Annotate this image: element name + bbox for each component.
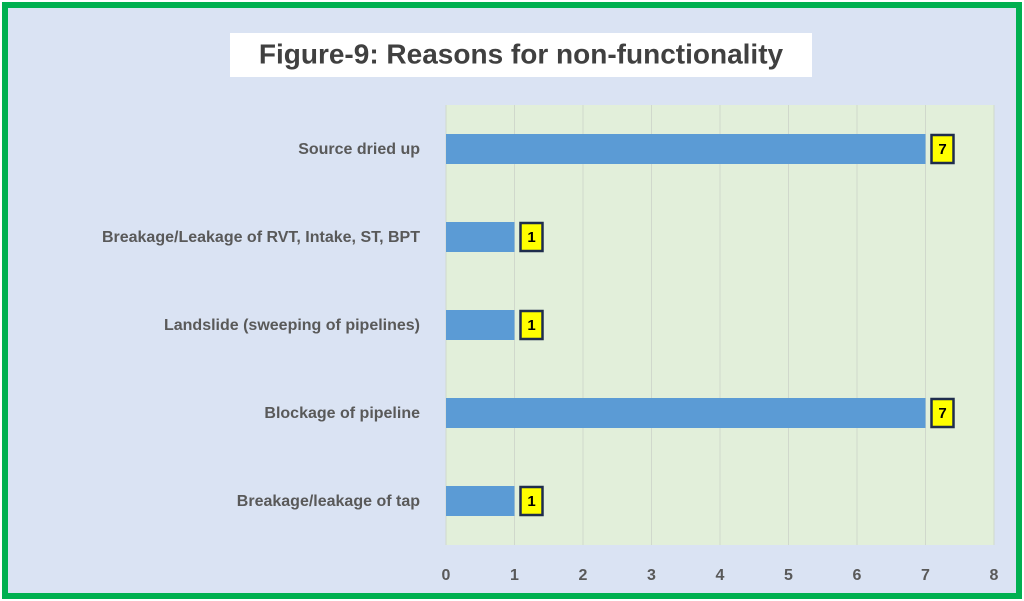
x-tick-label: 8 [990, 567, 999, 584]
data-label-box [519, 309, 544, 341]
data-label: 1 [527, 317, 535, 334]
bar [446, 222, 515, 252]
x-tick-label: 5 [784, 567, 793, 584]
x-tick-label: 3 [647, 567, 656, 584]
data-label: 1 [527, 229, 535, 246]
data-label-box [930, 133, 955, 165]
data-label: 7 [938, 141, 946, 158]
x-tick-label: 7 [921, 567, 930, 584]
x-tick-label: 0 [442, 567, 451, 584]
data-label-box [930, 397, 955, 429]
y-tick-label: Landslide (sweeping of pipelines) [164, 317, 420, 334]
data-label-box [519, 485, 544, 517]
bar [446, 134, 926, 164]
y-tick-label: Breakage/Leakage of RVT, Intake, ST, BPT [102, 229, 420, 246]
y-tick-label: Blockage of pipeline [264, 405, 420, 422]
data-label-box [519, 221, 544, 253]
y-tick-label: Source dried up [298, 141, 420, 158]
data-label: 1 [527, 493, 535, 510]
y-tick-label: Breakage/leakage of tap [237, 493, 420, 510]
bar [446, 398, 926, 428]
data-label: 7 [938, 405, 946, 422]
x-tick-label: 1 [510, 567, 519, 584]
title-box [230, 33, 812, 77]
chart-title: Figure-9: Reasons for non-functionality [259, 38, 784, 69]
x-tick-label: 6 [853, 567, 862, 584]
bar [446, 486, 515, 516]
bar [446, 310, 515, 340]
x-tick-label: 4 [716, 567, 725, 584]
x-tick-label: 2 [579, 567, 588, 584]
